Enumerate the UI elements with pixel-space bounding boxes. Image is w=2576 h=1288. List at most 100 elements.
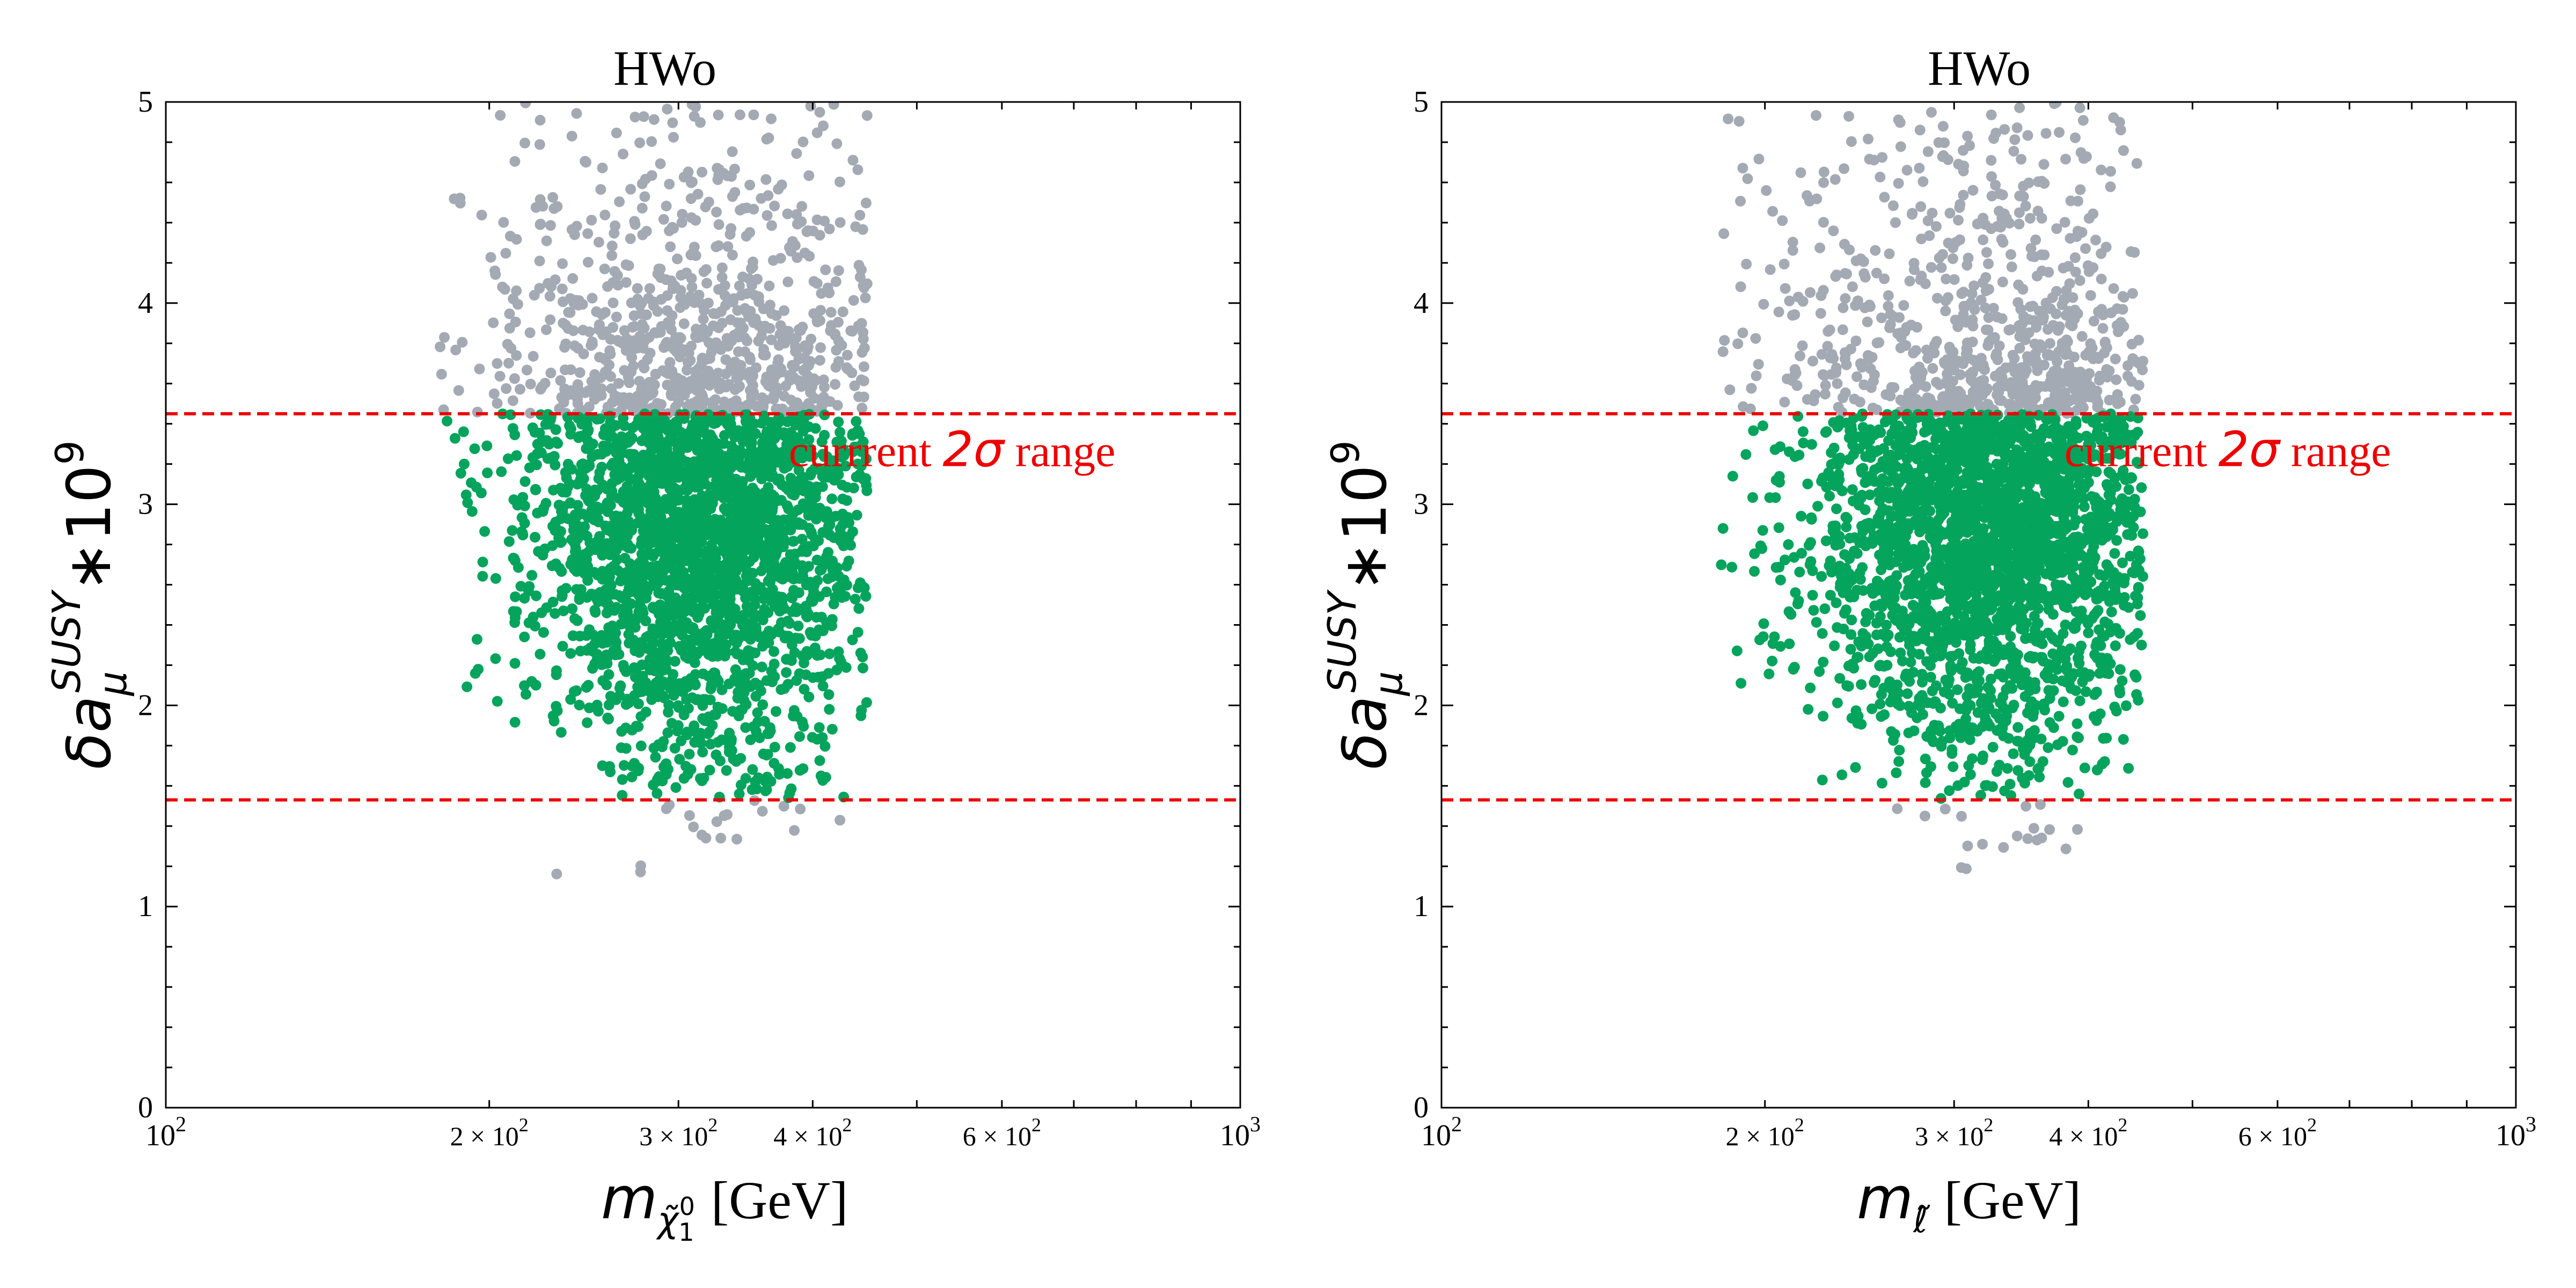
scatter-point-excluded — [707, 342, 718, 353]
scatter-point-allowed — [704, 497, 715, 508]
scatter-point-excluded — [1805, 287, 1816, 298]
scatter-point-excluded — [2031, 270, 2043, 282]
scatter-point-excluded — [764, 280, 775, 291]
scatter-point-allowed — [635, 711, 647, 722]
scatter-point-excluded — [690, 102, 701, 112]
scatter-point-excluded — [1999, 208, 2010, 219]
scatter-point-excluded — [566, 130, 577, 142]
scatter-point-excluded — [1980, 272, 1992, 283]
scatter-point-excluded — [1863, 353, 1874, 364]
scatter-point-excluded — [2059, 368, 2070, 379]
scatter-point-allowed — [765, 416, 777, 428]
scatter-point-allowed — [538, 503, 549, 514]
scatter-point-excluded — [1811, 110, 1821, 121]
scatter-point-excluded — [780, 380, 792, 392]
scatter-point-excluded — [1789, 309, 1801, 320]
scatter-point-allowed — [791, 675, 802, 686]
scatter-point-allowed — [852, 627, 863, 638]
scatter-point-allowed — [701, 625, 712, 636]
scatter-point-allowed — [782, 566, 794, 576]
scatter-point-allowed — [821, 586, 832, 597]
scatter-point-allowed — [731, 506, 743, 517]
scatter-point-allowed — [794, 731, 805, 742]
scatter-point-allowed — [683, 466, 693, 478]
scatter-point-excluded — [1844, 244, 1855, 255]
scatter-point-allowed — [704, 726, 715, 737]
scatter-point-allowed — [662, 591, 673, 602]
scatter-point-excluded — [655, 272, 667, 283]
scatter-point-excluded — [848, 295, 859, 306]
scatter-point-excluded — [835, 815, 846, 826]
scatter-point-allowed — [656, 450, 667, 461]
scatter-point-allowed — [1793, 595, 1804, 606]
scatter-point-excluded — [1773, 306, 1784, 318]
scatter-point-excluded — [2036, 249, 2047, 260]
scatter-point-allowed — [792, 573, 803, 584]
scatter-point-allowed — [706, 455, 717, 466]
x-tick-label: 3 × 102 — [639, 1114, 718, 1151]
scatter-point-excluded — [733, 332, 744, 342]
scatter-point-allowed — [786, 591, 797, 602]
scatter-point-excluded — [635, 398, 646, 409]
scatter-point-allowed — [815, 565, 825, 576]
scatter-point-excluded — [571, 221, 582, 232]
scatter-point-allowed — [673, 702, 684, 713]
scatter-point-excluded — [671, 379, 683, 390]
scatter-point-excluded — [583, 401, 595, 413]
scatter-point-allowed — [844, 517, 855, 529]
scatter-point-excluded — [860, 197, 872, 209]
scatter-point-excluded — [638, 111, 649, 122]
scatter-point-excluded — [713, 368, 724, 379]
scatter-point-allowed — [636, 535, 647, 545]
scatter-point-allowed — [479, 526, 491, 537]
scatter-point-allowed — [749, 647, 760, 658]
y-tick-label: 2 — [138, 689, 153, 722]
scatter-point-excluded — [567, 273, 579, 284]
scatter-point-excluded — [2099, 338, 2111, 349]
scatter-point-allowed — [661, 458, 672, 470]
scatter-point-allowed — [691, 649, 702, 660]
scatter-point-excluded — [2009, 134, 2021, 145]
scatter-point-excluded — [820, 264, 831, 275]
scatter-point-excluded — [847, 155, 859, 166]
scatter-point-excluded — [606, 250, 618, 261]
scatter-point-excluded — [1944, 378, 1955, 389]
scatter-point-excluded — [2038, 159, 2050, 170]
scatter-point-allowed — [2047, 648, 2059, 660]
scatter-point-excluded — [828, 102, 839, 110]
scatter-point-excluded — [1802, 394, 1813, 405]
scatter-point-excluded — [779, 305, 789, 316]
scatter-point-allowed — [663, 545, 675, 555]
scatter-point-excluded — [1926, 262, 1937, 273]
scatter-point-allowed — [686, 437, 698, 449]
scatter-point-allowed — [727, 706, 738, 717]
scatter-point-allowed — [741, 417, 752, 428]
scatter-point-allowed — [851, 416, 862, 427]
scatter-point-allowed — [791, 479, 802, 490]
scatter-point-excluded — [841, 349, 853, 361]
scatter-point-excluded — [611, 311, 622, 323]
scatter-point-excluded — [2111, 374, 2122, 385]
scatter-point-allowed — [782, 768, 793, 779]
scatter-point-excluded — [664, 357, 676, 369]
scatter-point-allowed — [747, 764, 758, 775]
scatter-point-allowed — [669, 656, 680, 667]
scatter-point-excluded — [678, 318, 690, 330]
scatter-point-excluded — [727, 191, 738, 202]
scatter-point-excluded — [1978, 375, 1989, 386]
scatter-point-excluded — [719, 396, 730, 407]
scatter-point-allowed — [634, 558, 645, 568]
scatter-point-excluded — [582, 228, 594, 239]
scatter-point-excluded — [626, 352, 638, 363]
scatter-point-allowed — [732, 692, 743, 704]
scatter-point-excluded — [2097, 323, 2109, 334]
x-tick-label: 102 — [145, 1112, 186, 1152]
scatter-point-excluded — [1875, 171, 1886, 182]
scatter-point-allowed — [810, 514, 822, 525]
scatter-point-excluded — [778, 801, 789, 812]
scatter-point-allowed — [756, 661, 767, 672]
scatter-point-excluded — [730, 395, 742, 406]
scatter-point-excluded — [833, 265, 844, 276]
scatter-point-excluded — [661, 803, 672, 814]
